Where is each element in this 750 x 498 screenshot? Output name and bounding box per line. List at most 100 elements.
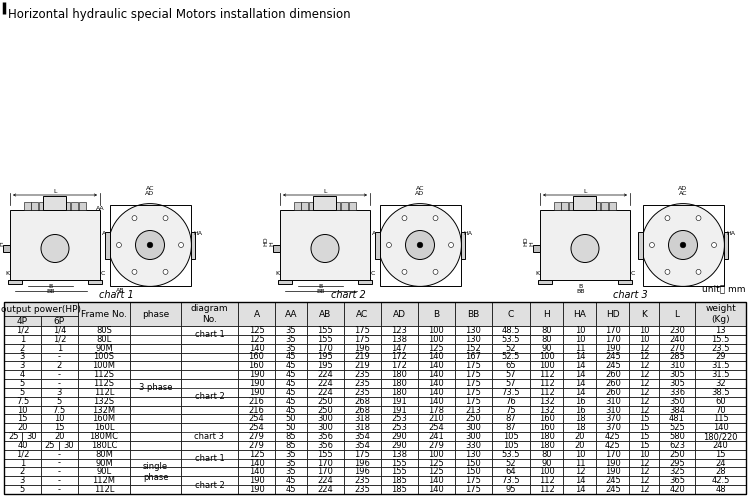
- Text: 132M: 132M: [92, 405, 116, 414]
- Bar: [629, 432, 658, 441]
- Text: 224: 224: [317, 379, 333, 388]
- Bar: [344, 485, 381, 494]
- Bar: [4, 441, 41, 450]
- Text: 45: 45: [286, 397, 296, 406]
- Bar: [181, 335, 238, 344]
- Bar: [344, 468, 381, 476]
- Bar: [491, 302, 530, 326]
- Text: AB: AB: [116, 288, 124, 293]
- Bar: [601, 202, 608, 210]
- Bar: [130, 326, 181, 450]
- Text: 336: 336: [669, 388, 685, 397]
- Bar: [275, 362, 307, 370]
- Text: H: H: [544, 309, 550, 319]
- Bar: [596, 326, 629, 335]
- Text: 235: 235: [355, 379, 370, 388]
- Bar: [78, 379, 130, 388]
- Text: chart 1: chart 1: [194, 330, 224, 339]
- Text: 15: 15: [17, 414, 28, 423]
- Text: 1/2: 1/2: [53, 335, 66, 344]
- Bar: [454, 344, 491, 353]
- Bar: [130, 459, 181, 468]
- Bar: [658, 335, 695, 344]
- Bar: [130, 450, 181, 494]
- Bar: [307, 468, 344, 476]
- Text: 190: 190: [249, 388, 265, 397]
- Bar: [8, 280, 22, 284]
- Text: 14: 14: [574, 353, 585, 362]
- Text: 260: 260: [605, 388, 621, 397]
- Bar: [275, 397, 307, 405]
- Text: 196: 196: [355, 344, 370, 353]
- Text: 160L: 160L: [94, 423, 114, 432]
- Bar: [344, 370, 381, 379]
- Text: 100: 100: [539, 361, 555, 371]
- Bar: [530, 485, 563, 494]
- Text: 10: 10: [574, 326, 585, 335]
- Bar: [491, 344, 530, 353]
- Text: 160: 160: [248, 361, 265, 371]
- Bar: [381, 441, 418, 450]
- Bar: [4, 423, 41, 432]
- Bar: [381, 423, 418, 432]
- Bar: [596, 370, 629, 379]
- Text: 190: 190: [605, 344, 621, 353]
- Text: 290: 290: [392, 432, 407, 441]
- Text: 112: 112: [539, 476, 555, 485]
- Bar: [4, 370, 41, 379]
- Bar: [618, 280, 632, 284]
- Bar: [238, 326, 275, 335]
- Bar: [4, 476, 41, 485]
- Text: 57: 57: [506, 379, 516, 388]
- Bar: [238, 441, 275, 450]
- Text: 160: 160: [539, 423, 555, 432]
- Bar: [181, 397, 238, 405]
- Bar: [629, 353, 658, 362]
- Text: 318: 318: [354, 414, 370, 423]
- Text: 245: 245: [605, 485, 621, 494]
- Text: 12: 12: [639, 397, 650, 406]
- Text: 175: 175: [465, 388, 481, 397]
- Bar: [629, 423, 658, 432]
- Bar: [695, 432, 746, 441]
- Text: 3: 3: [57, 388, 62, 397]
- Bar: [658, 414, 695, 423]
- Text: 254: 254: [249, 423, 265, 432]
- Text: K: K: [5, 271, 9, 276]
- Bar: [629, 450, 658, 459]
- Bar: [4, 485, 41, 494]
- Bar: [695, 379, 746, 388]
- Text: BB: BB: [46, 289, 55, 294]
- Text: 14: 14: [574, 379, 585, 388]
- Text: 15: 15: [639, 441, 650, 450]
- Bar: [41, 459, 78, 468]
- Bar: [530, 441, 563, 450]
- Text: BB: BB: [467, 309, 479, 319]
- Bar: [695, 485, 746, 494]
- Bar: [381, 388, 418, 397]
- Text: 318: 318: [354, 423, 370, 432]
- Bar: [78, 414, 130, 423]
- Text: 140: 140: [249, 344, 265, 353]
- Circle shape: [712, 243, 716, 248]
- Bar: [275, 423, 307, 432]
- Bar: [695, 370, 746, 379]
- Circle shape: [386, 243, 392, 248]
- Bar: [275, 405, 307, 414]
- Text: 112L: 112L: [94, 388, 114, 397]
- Bar: [530, 379, 563, 388]
- Text: 105: 105: [503, 441, 519, 450]
- Text: 7.5: 7.5: [16, 397, 29, 406]
- Text: 100: 100: [428, 326, 444, 335]
- Bar: [454, 370, 491, 379]
- Text: 45: 45: [286, 405, 296, 414]
- Bar: [130, 370, 181, 379]
- Text: 31.5: 31.5: [712, 361, 730, 371]
- Bar: [491, 459, 530, 468]
- Text: A: A: [254, 309, 260, 319]
- Text: 268: 268: [354, 405, 370, 414]
- Text: 196: 196: [355, 459, 370, 468]
- Text: 35: 35: [286, 344, 296, 353]
- Text: 16: 16: [574, 405, 585, 414]
- Bar: [563, 362, 596, 370]
